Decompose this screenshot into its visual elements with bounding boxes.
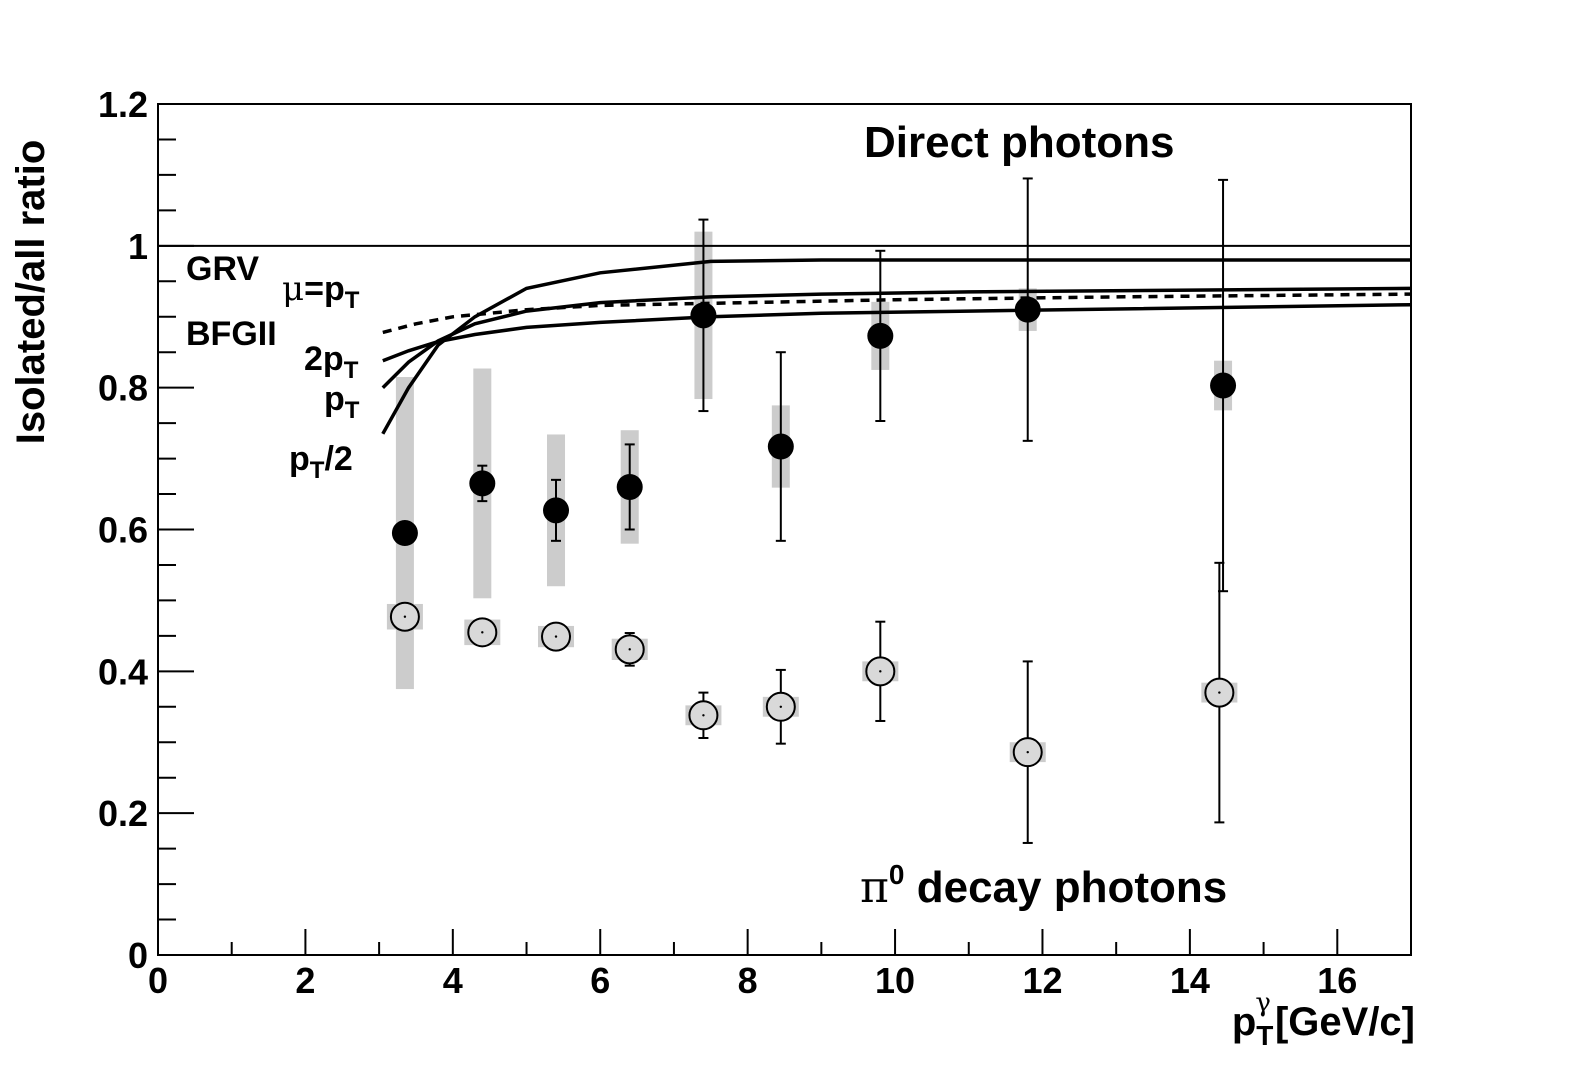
pt-sub: T — [345, 397, 360, 424]
theory-curves — [381, 258, 1412, 435]
direct-photon-point — [469, 470, 496, 497]
x-tick-label: 12 — [1022, 960, 1062, 1001]
mu-equals-pt-label: μ=pT — [282, 269, 360, 314]
x-axis-title-main: p — [1232, 1000, 1256, 1044]
pi0-center-dot — [1026, 750, 1029, 754]
x-axis-title-unit: [GeV/c] — [1275, 1000, 1415, 1044]
x-axis-title-sub: T — [1256, 1020, 1273, 1051]
pi0-center-dot — [879, 670, 882, 673]
pi0-center-dot — [481, 631, 484, 634]
direct-photon-point — [867, 322, 894, 349]
pi0-decay-photons-label: π0 decay photons — [860, 859, 1227, 913]
direct-photon-point — [690, 302, 717, 329]
pi0-greek: π — [860, 862, 889, 913]
direct-photon-point — [391, 520, 418, 547]
pi0-rest: decay photons — [905, 863, 1228, 912]
y-tick-label: 0.6 — [98, 510, 148, 551]
pt-main: p — [324, 380, 345, 418]
pt-label: pT — [324, 380, 360, 424]
direct-photon-point — [1014, 296, 1041, 323]
direct-photons-label: Direct photons — [864, 118, 1174, 167]
x-axis-title-sup: γ — [1255, 988, 1271, 1018]
y-tick-label: 1 — [128, 226, 148, 267]
pt-half-sub: T — [310, 457, 325, 484]
data-markers — [389, 296, 1237, 768]
pi0-center-dot — [779, 705, 783, 708]
direct-photon-point — [767, 433, 794, 460]
x-tick-label: 6 — [590, 960, 610, 1001]
theory-curve — [381, 286, 1412, 389]
bfgii-label: BFGII — [186, 315, 277, 353]
x-tick-label: 2 — [295, 960, 315, 1001]
y-tick-label: 0.2 — [98, 793, 148, 834]
tick-labels: 0 2 4 6 8 10 12 14 16 0 0.2 0.4 0.6 0.8 1 1.2 — [98, 84, 1357, 1001]
pi0-center-dot — [1218, 691, 1221, 694]
direct-photon-point — [543, 497, 570, 524]
pi0-center-dot — [403, 615, 407, 618]
x-tick-label: 8 — [738, 960, 758, 1001]
mu-eq: =p — [304, 270, 345, 308]
y-tick-label: 0.4 — [98, 651, 148, 692]
x-tick-label: 14 — [1170, 960, 1210, 1001]
x-tick-label: 16 — [1317, 960, 1357, 1001]
y-tick-label: 0.8 — [98, 368, 148, 409]
pi0-center-dot — [554, 635, 558, 638]
x-tick-label: 10 — [875, 960, 915, 1001]
theory-curve — [382, 302, 1412, 363]
x-tick-label: 0 — [148, 960, 168, 1001]
y-tick-label: 1.2 — [98, 84, 148, 125]
y-tick-label: 0 — [128, 935, 148, 976]
axis-ticks — [157, 103, 1412, 956]
mu-sub: T — [345, 287, 360, 314]
pt-half-main: p — [289, 440, 310, 478]
pi0-center-dot — [628, 648, 631, 651]
y-axis-title: Isolated/all ratio — [9, 140, 53, 445]
pi0-center-dot — [702, 714, 705, 717]
x-axis-title: pTγ [GeV/c] — [1232, 988, 1415, 1051]
error-bars — [477, 177, 1229, 844]
2pt-sub: T — [344, 357, 359, 384]
direct-photon-point — [616, 473, 643, 500]
pt-half-label: pT/2 — [289, 440, 353, 484]
2pt-label: 2pT — [304, 340, 359, 384]
theory-curve — [381, 258, 1411, 435]
x-tick-label: 4 — [443, 960, 463, 1001]
theory-curve — [382, 292, 1412, 335]
2pt-main: 2p — [304, 340, 344, 378]
grv-label: GRV — [186, 250, 259, 288]
pt-half-rest: /2 — [324, 440, 352, 478]
mu-greek: μ — [282, 269, 304, 309]
direct-photon-point — [1210, 372, 1237, 399]
pi0-sup: 0 — [889, 859, 905, 890]
